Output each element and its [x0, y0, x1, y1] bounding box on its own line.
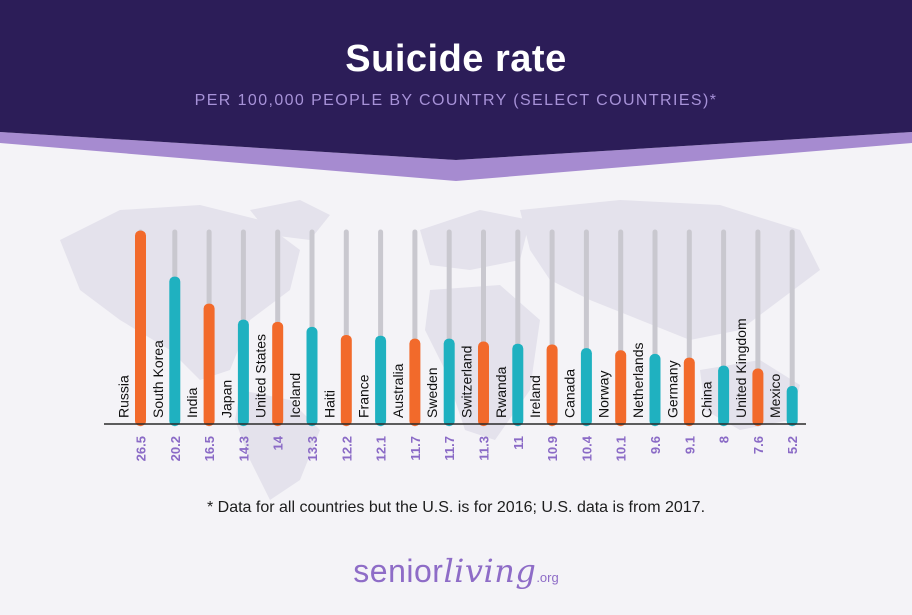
category-label: Mexico [767, 373, 783, 418]
bar [718, 365, 730, 426]
category-label: Canada [561, 369, 577, 418]
category-label: Iceland [287, 373, 303, 418]
value-label: 5.2 [785, 436, 800, 454]
value-label: 11.7 [408, 436, 423, 461]
header-banner [0, 0, 912, 181]
bar [135, 230, 146, 426]
category-labels: Russia South Korea India Japan United States… [116, 318, 784, 418]
bar [443, 338, 455, 426]
bar [272, 321, 284, 426]
bar [546, 344, 558, 426]
category-label: Ireland [527, 375, 543, 418]
brand-logo: seniorliving.org [0, 552, 912, 590]
value-label: 14 [271, 435, 286, 450]
value-label: 20.2 [168, 436, 183, 461]
bars [135, 230, 798, 426]
value-label: 9.1 [682, 436, 697, 454]
value-label: 26.5 [134, 436, 149, 461]
category-label: United Kingdom [733, 318, 749, 418]
chart-title: Suicide rate [345, 38, 567, 80]
value-label: 14.3 [236, 436, 251, 461]
value-label: 12.2 [339, 436, 354, 461]
category-label: South Korea [150, 340, 166, 418]
brand-part-1: senior [353, 553, 444, 589]
bar [478, 341, 489, 426]
bar [649, 353, 661, 426]
category-label: Netherlands [630, 343, 646, 419]
header-accent-band [0, 132, 912, 181]
chart-subtitle: PER 100,000 PEOPLE BY COUNTRY (SELECT CO… [194, 92, 718, 109]
category-label: India [184, 387, 200, 418]
category-label: Haiti [321, 390, 337, 418]
value-label: 8 [717, 436, 732, 443]
bar [683, 357, 695, 426]
category-label: United States [253, 334, 269, 418]
value-label: 13.3 [305, 436, 320, 461]
bar [306, 326, 318, 426]
bar [203, 303, 215, 426]
value-label: 12.1 [374, 436, 389, 461]
bar [237, 319, 249, 426]
category-label: Switzerland [459, 346, 475, 418]
bar [512, 343, 524, 426]
value-label: 11.7 [442, 436, 457, 461]
category-label: Germany [664, 360, 680, 418]
category-label: Japan [218, 380, 234, 418]
value-label: 10.1 [614, 436, 629, 461]
category-label: Australia [390, 363, 406, 418]
value-label: 9.6 [648, 436, 663, 454]
value-label: 10.4 [579, 435, 594, 461]
category-label: Rwanda [493, 366, 509, 418]
bar [409, 338, 421, 426]
bar [615, 350, 627, 426]
brand-part-2: living [443, 552, 537, 590]
brand-part-3: .org [536, 570, 559, 585]
bar-chart: Russia South Korea India Japan United States… [104, 229, 806, 461]
footnote: * Data for all countries but the U.S. is… [206, 499, 706, 516]
category-label: Norway [596, 371, 612, 418]
value-label: 16.5 [202, 436, 217, 461]
bar [786, 386, 798, 426]
header-background [0, 0, 912, 160]
category-label: Russia [116, 375, 132, 418]
value-label: 11 [511, 436, 526, 450]
value-label: 10.9 [545, 436, 560, 461]
bar [580, 348, 592, 426]
bar [752, 368, 764, 426]
value-labels: 26.5 20.2 16.5 14.3 14 13.3 12.2 12.1 11.7 11.7 11… [134, 435, 801, 461]
bar [340, 334, 352, 426]
bar [375, 335, 387, 426]
category-label: China [699, 381, 715, 418]
category-label: France [356, 374, 372, 418]
category-label: Sweden [424, 367, 440, 418]
value-label: 11.3 [477, 436, 492, 461]
value-label: 7.6 [751, 436, 766, 454]
bar [169, 276, 181, 426]
